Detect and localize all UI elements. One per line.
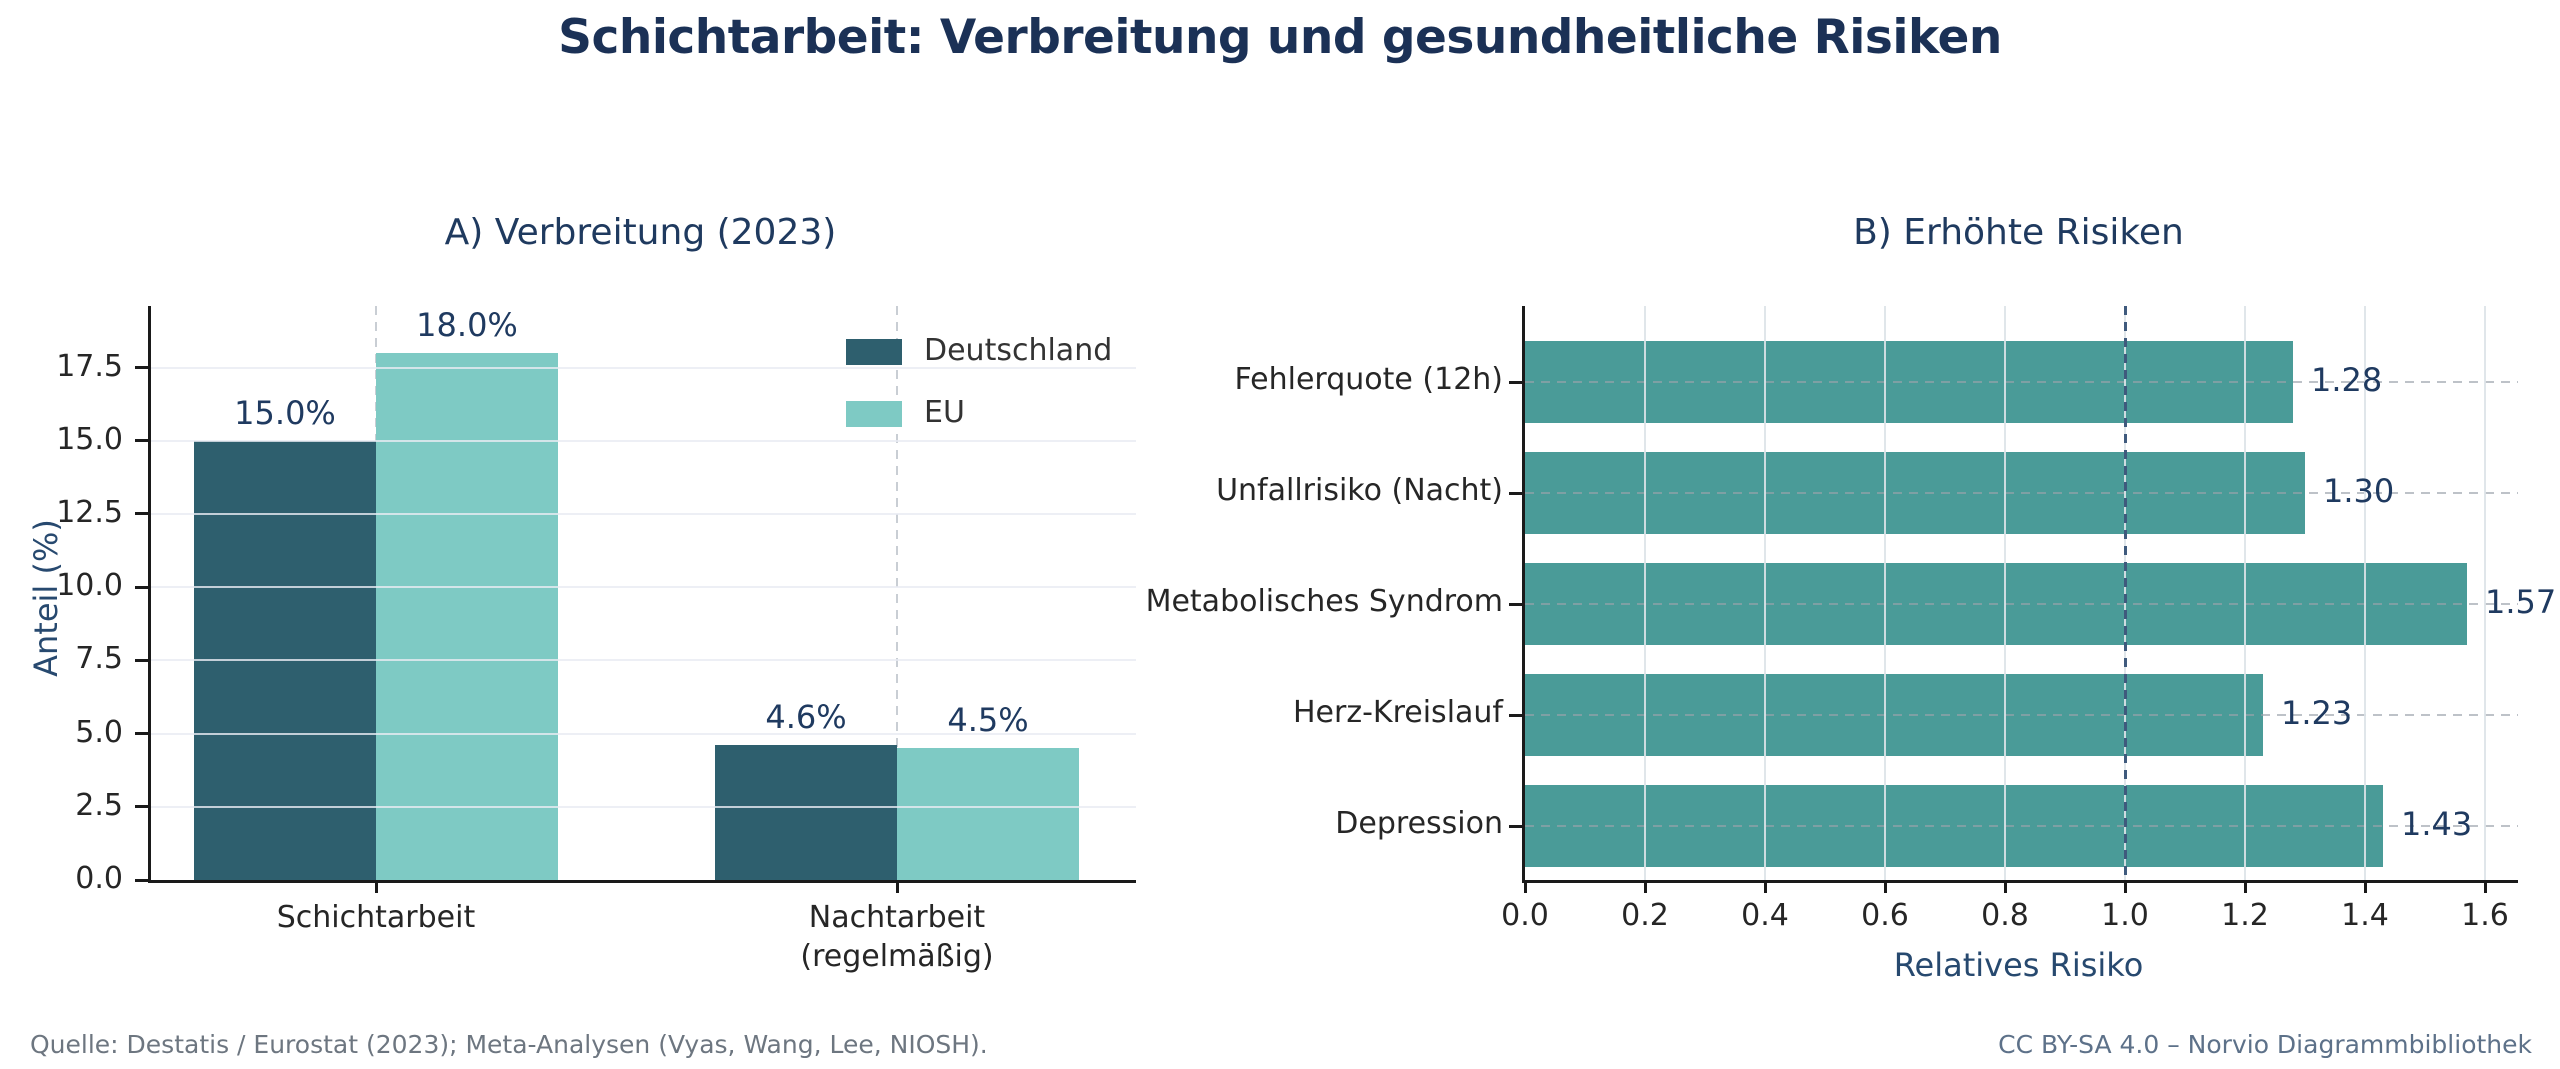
grid-line-dashed-horizontal xyxy=(1525,825,2518,827)
y-axis-tick xyxy=(135,585,148,589)
bar-deutschland xyxy=(715,745,897,880)
y-axis-tick xyxy=(1509,824,1522,828)
y-axis-tick xyxy=(1509,602,1522,606)
x-axis-tick xyxy=(895,880,899,893)
chart-a-plot-area: 15.0% 4.6% 18.0% 4.5% 0.0 2.5 5.0 7.5 10.0 12.5 15… xyxy=(56,305,1136,974)
grid-line-dashed-horizontal xyxy=(1525,381,2518,383)
grid-line-horizontal xyxy=(151,439,1136,442)
y-axis-tick xyxy=(135,512,148,516)
x-tick-label: 1.2 xyxy=(2221,898,2269,933)
category-guide-line xyxy=(896,306,898,880)
y-axis-tick xyxy=(135,878,148,882)
y-tick-label: Fehlerquote (12h) xyxy=(1234,362,1503,397)
bar-value-label: 1.43 xyxy=(2401,805,2473,843)
grid-line-dashed-horizontal xyxy=(1525,603,2518,605)
chart-a-title: A) Verbreitung (2023) xyxy=(444,212,837,253)
y-tick-label: 7.5 xyxy=(75,641,123,677)
x-tick-label: Schichtarbeit xyxy=(276,900,476,935)
figure-title: Schichtarbeit: Verbreitung und gesundhei… xyxy=(558,10,2002,65)
grid-line-vertical xyxy=(2004,306,2006,880)
source-note: Quelle: Destatis / Eurostat (2023); Meta… xyxy=(30,1030,988,1059)
x-axis-tick xyxy=(374,880,378,893)
x-axis-tick xyxy=(2123,880,2127,893)
grid-line-horizontal xyxy=(151,805,1136,808)
legend-swatch-eu xyxy=(846,401,902,427)
bar-value-label: 1.30 xyxy=(2323,472,2395,510)
y-tick-label: Unfallrisiko (Nacht) xyxy=(1216,473,1503,508)
x-tick-label: 1.6 xyxy=(2461,898,2509,933)
bar-eu xyxy=(897,748,1079,880)
bar-value-label: 1.57 xyxy=(2485,583,2557,621)
chart-b-title: B) Erhöhte Risiken xyxy=(1853,212,2184,253)
y-tick-label: 17.5 xyxy=(56,348,123,384)
x-axis-tick xyxy=(1763,880,1767,893)
x-axis-tick xyxy=(1643,880,1647,893)
y-tick-label: Herz-Kreislauf xyxy=(1293,695,1503,730)
legend-label: EU xyxy=(924,395,965,430)
grid-line-horizontal xyxy=(151,586,1136,589)
grid-line-vertical xyxy=(2244,306,2246,880)
y-axis-tick xyxy=(135,732,148,736)
grid-line-dashed-horizontal xyxy=(1525,714,2518,716)
x-tick-label: Nachtarbeit (regelmäßig) xyxy=(800,900,994,974)
chart-b-x-axis-label: Relatives Risiko xyxy=(1893,946,2144,984)
y-axis-tick xyxy=(1509,713,1522,717)
y-axis-tick xyxy=(135,658,148,662)
y-tick-label: 2.5 xyxy=(75,787,123,823)
y-axis-tick xyxy=(135,366,148,369)
x-axis-tick xyxy=(2243,880,2247,893)
x-tick-label: 0.6 xyxy=(1861,898,1909,933)
legend-swatch-deutschland xyxy=(846,339,902,365)
y-tick-label: Metabolisches Syndrom xyxy=(1145,584,1503,619)
y-axis-tick xyxy=(1509,491,1522,495)
bar-value-label: 1.23 xyxy=(2281,694,2353,732)
y-axis-tick xyxy=(1509,380,1522,384)
grid-line-vertical xyxy=(1644,306,1646,880)
x-tick-label: 0.0 xyxy=(1501,898,1549,933)
y-tick-label: 15.0 xyxy=(56,421,123,457)
grid-line-dashed-horizontal xyxy=(1525,492,2518,494)
x-axis-tick xyxy=(1523,880,1527,893)
y-tick-label: 12.5 xyxy=(56,494,123,530)
y-tick-label: 5.0 xyxy=(75,714,123,750)
grid-line-vertical xyxy=(1764,306,1766,880)
grid-line-vertical xyxy=(1884,306,1886,880)
legend-item: Deutschland xyxy=(846,332,1146,374)
legend-item: EU xyxy=(846,394,1146,436)
x-tick-label: 0.4 xyxy=(1741,898,1789,933)
x-tick-label: 1.0 xyxy=(2101,898,2149,933)
bar-value-label: 4.5% xyxy=(947,701,1029,740)
y-axis-tick xyxy=(135,439,148,443)
bar-value-label: 1.28 xyxy=(2311,361,2383,399)
grid-line-horizontal xyxy=(151,732,1136,735)
grid-line-vertical xyxy=(2364,306,2366,880)
grid-line-horizontal xyxy=(151,366,1136,369)
x-axis-tick xyxy=(2363,880,2367,893)
license-note: CC BY-SA 4.0 – Norvio Diagrammbibliothek xyxy=(1998,1030,2532,1059)
x-axis-tick xyxy=(2003,880,2007,893)
y-axis-tick xyxy=(135,805,148,809)
x-tick-label: 0.8 xyxy=(1981,898,2029,933)
x-tick-label: 0.2 xyxy=(1621,898,1669,933)
grid-line-vertical xyxy=(2484,306,2486,880)
x-axis-tick xyxy=(2483,880,2487,893)
legend: Deutschland EU xyxy=(846,332,1146,462)
y-tick-label: 0.0 xyxy=(75,861,123,896)
grid-line-horizontal xyxy=(151,659,1136,662)
bar-eu xyxy=(376,352,558,880)
x-tick-label: 1.4 xyxy=(2341,898,2389,933)
y-tick-label: Depression xyxy=(1335,806,1503,841)
bar-value-label: 18.0% xyxy=(416,305,518,344)
x-axis-tick xyxy=(1883,880,1887,893)
grid-line-horizontal xyxy=(151,512,1136,515)
y-tick-label: 10.0 xyxy=(56,568,123,604)
chart-b-plot-area: 1.28 Fehlerquote (12h) 1.30 Unfallrisiko (N… xyxy=(1146,306,2556,933)
bar-value-label: 4.6% xyxy=(765,698,847,737)
reference-line xyxy=(2123,306,2127,880)
bar-value-label: 15.0% xyxy=(234,393,336,432)
legend-label: Deutschland xyxy=(924,333,1113,368)
